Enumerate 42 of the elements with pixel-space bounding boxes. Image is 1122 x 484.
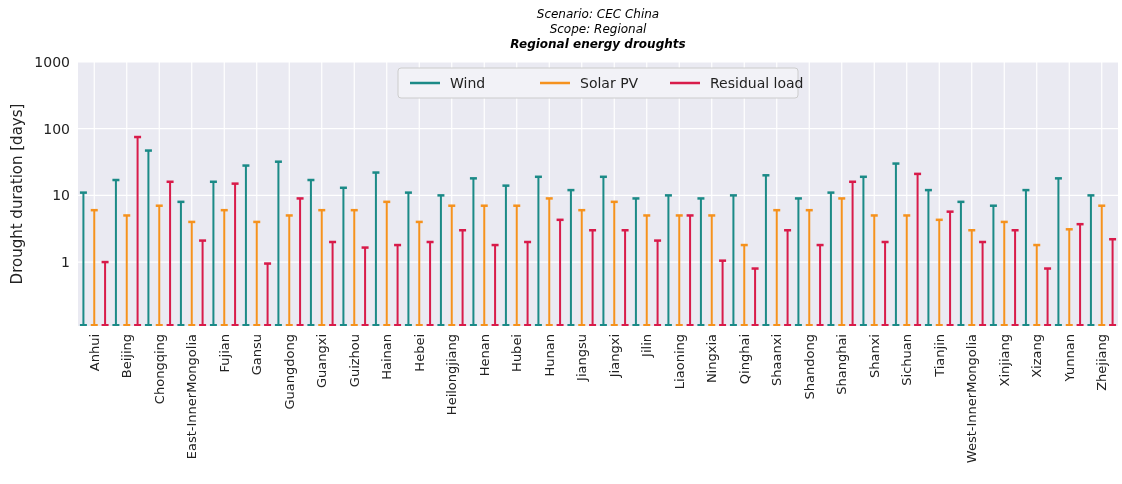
x-tick-label: Anhui — [86, 334, 102, 372]
x-tick-label: Fujian — [216, 334, 232, 373]
x-tick-label: Henan — [476, 334, 492, 377]
x-tick-label: Heilongjiang — [444, 334, 460, 416]
x-tick-label: Chongqing — [151, 334, 167, 405]
x-tick-label: Shanghai — [834, 334, 850, 395]
x-tick-label: Qinghai — [736, 334, 752, 385]
legend-label: Solar PV — [580, 74, 639, 91]
x-tick-label: Beijing — [119, 334, 135, 379]
y-tick-label: 10 — [52, 187, 70, 204]
y-tick-label: 1 — [61, 253, 70, 270]
x-tick-label: Tianjin — [931, 334, 947, 378]
legend-label: Residual load — [710, 74, 804, 91]
x-tick-label: Hunan — [541, 334, 557, 377]
x-tick-label: Xinjiang — [996, 334, 1012, 387]
x-tick-label: Sichuan — [899, 334, 915, 386]
x-tick-label: Hebei — [411, 334, 427, 372]
x-tick-label: Jilin — [639, 334, 655, 358]
x-tick-label: Jiangxi — [606, 334, 622, 379]
x-tick-label: East-InnerMongolia — [184, 334, 200, 460]
x-tick-label: Hainan — [379, 334, 395, 380]
x-tick-label: Shanxi — [866, 334, 882, 379]
chart-subtitle: Scenario: CEC China Scope: Regional — [536, 7, 660, 36]
legend-label: Wind — [450, 74, 486, 91]
y-tick-label: 1000 — [34, 53, 70, 70]
x-tick-label: Guangxi — [314, 334, 330, 389]
x-tick-label: Liaoning — [671, 334, 687, 390]
x-tick-label: West-InnerMongolia — [964, 334, 980, 464]
x-tick-label: Hubei — [509, 334, 525, 372]
x-tick-label: Yunnan — [1061, 334, 1077, 383]
y-axis-title: Drought duration [days] — [8, 103, 26, 285]
x-tick-label: Gansu — [249, 334, 265, 376]
x-tick-label: Shandong — [801, 334, 817, 400]
x-tick-label: Ningxia — [704, 334, 720, 384]
x-tick-label: Jiangsu — [574, 334, 590, 382]
x-tick-label: Guangdong — [281, 334, 297, 410]
x-tick-label: Zhejiang — [1094, 334, 1110, 391]
chart-title: Regional energy droughts — [510, 37, 686, 51]
x-tick-label: Xizang — [1029, 334, 1045, 378]
y-tick-label: 100 — [43, 120, 70, 137]
x-tick-label: Guizhou — [346, 334, 362, 388]
x-tick-label: Shaanxi — [769, 334, 785, 386]
